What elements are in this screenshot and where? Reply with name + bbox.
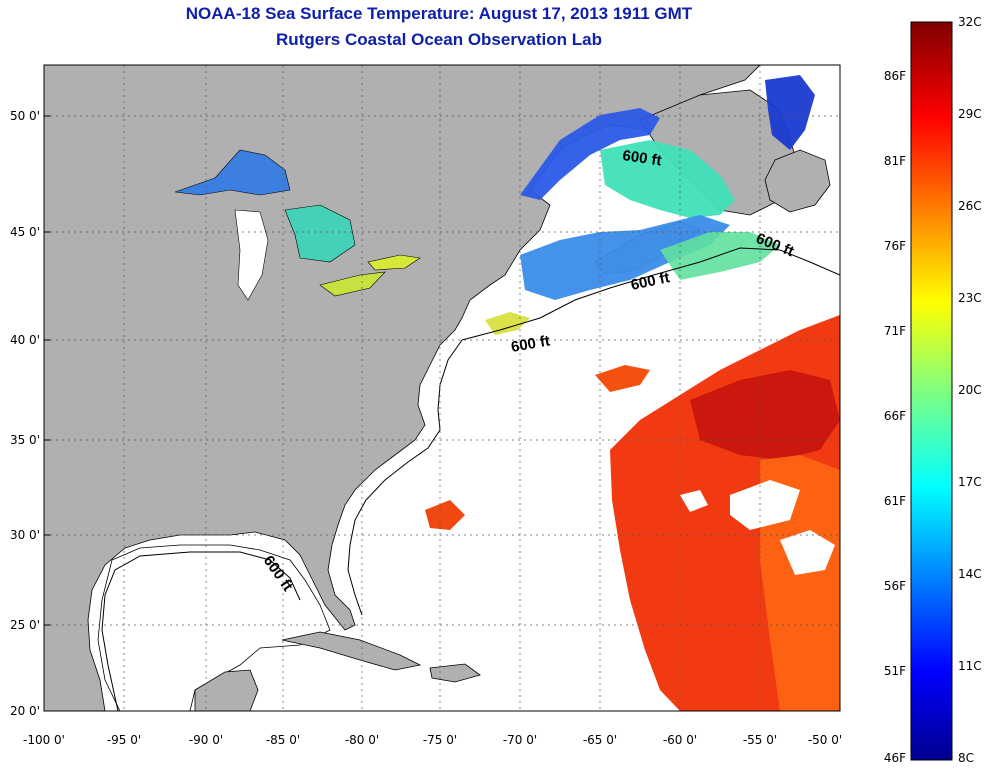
- sst-gulf-of-maine: [520, 215, 730, 300]
- contour-label-600ft: 600 ft: [621, 147, 662, 169]
- sst-st-lawrence: [520, 108, 660, 200]
- colorbar-fahrenheit-label: 61F: [884, 494, 906, 508]
- lake-huron: [284, 204, 356, 263]
- lat-tick-label: 25 0': [10, 618, 40, 632]
- lake-erie: [319, 271, 386, 297]
- lat-tick-label: 50 0': [10, 109, 40, 123]
- colorbar-fahrenheit-label: 71F: [884, 324, 906, 338]
- lon-tick-label: -90 0': [189, 733, 223, 747]
- isobath-600ft-gulf: [101, 551, 301, 711]
- sst-cape-cod-warm: [485, 312, 530, 335]
- land-cuba: [281, 631, 422, 671]
- cloud-gap-3: [680, 490, 708, 512]
- sst-scotian-shelf: [660, 232, 780, 280]
- colorbar-celsius-label: 20C: [958, 383, 982, 397]
- lon-tick-label: -60 0': [663, 733, 697, 747]
- map-subtitle: Rutgers Coastal Ocean Observation Lab: [276, 30, 602, 49]
- lat-tick-label: 40 0': [10, 333, 40, 347]
- colorbar-gradient: [910, 21, 953, 761]
- colorbar-celsius-label: 23C: [958, 291, 982, 305]
- lon-axis: -100 0' -95 0' -90 0' -85 0' -80 0' -75 …: [23, 733, 842, 747]
- sst-gulf-st-lawrence: [600, 140, 735, 218]
- lat-axis: 20 0' 25 0' 30 0' 35 0' 40 0' 45 0' 50 0…: [10, 109, 50, 718]
- lake-michigan: [234, 209, 269, 301]
- lon-tick-label: -55 0': [743, 733, 777, 747]
- lon-tick-label: -75 0': [423, 733, 457, 747]
- colorbar-celsius-label: 8C: [958, 751, 974, 765]
- lat-tick-label: 45 0': [10, 225, 40, 239]
- gulf-of-mexico: [97, 544, 331, 711]
- colorbar-fahrenheit-label: 56F: [884, 579, 906, 593]
- lon-tick-label: -50 0': [808, 733, 842, 747]
- colorbar-celsius-label: 14C: [958, 567, 982, 581]
- cloud-gap-1: [730, 480, 800, 530]
- sst-patch-north: [595, 365, 650, 392]
- graticule: [44, 65, 840, 711]
- lat-tick-label: 30 0': [10, 528, 40, 542]
- sst-labrador-coast: [765, 75, 815, 150]
- colorbar-fahrenheit-label: 86F: [884, 69, 906, 83]
- lon-tick-label: -80 0': [345, 733, 379, 747]
- colorbar-fahrenheit-label: 66F: [884, 409, 906, 423]
- colorbar-fahrenheit-label: 76F: [884, 239, 906, 253]
- colorbar-fahrenheit-label: 46F: [884, 751, 906, 765]
- contour-label-600ft: 600 ft: [510, 332, 552, 356]
- lake-ontario: [367, 254, 421, 271]
- land-newfoundland: [764, 149, 831, 213]
- lat-tick-label: 35 0': [10, 433, 40, 447]
- map-border: [43, 64, 841, 712]
- cloud-gap-2: [780, 530, 835, 575]
- colorbar-celsius-label: 11C: [958, 659, 982, 673]
- colorbar-celsius-label: 17C: [958, 475, 982, 489]
- lon-tick-label: -95 0': [107, 733, 141, 747]
- lat-tick-label: 20 0': [10, 704, 40, 718]
- lake-superior: [174, 149, 291, 196]
- isobath-600ft: [461, 247, 840, 341]
- colorbar-celsius-label: 29C: [958, 107, 982, 121]
- land-hispaniola: [429, 663, 481, 683]
- colorbar-celsius-label: 32C: [958, 15, 982, 29]
- colorbar-fahrenheit-label: 81F: [884, 154, 906, 168]
- sst-warm-core: [690, 370, 840, 460]
- lon-tick-label: -100 0': [23, 733, 65, 747]
- land-yucatan: [194, 669, 259, 711]
- colorbar: 32C 29C 26C 23C 20C 17C 14C 11C 8C 86F 8…: [884, 15, 982, 765]
- lon-tick-label: -70 0': [503, 733, 537, 747]
- lon-tick-label: -65 0': [583, 733, 617, 747]
- colorbar-fahrenheit-label: 51F: [884, 664, 906, 678]
- lon-tick-label: -85 0': [266, 733, 300, 747]
- map-title: NOAA-18 Sea Surface Temperature: August …: [185, 4, 693, 23]
- sst-patch-west: [425, 500, 465, 530]
- colorbar-celsius-label: 26C: [958, 199, 982, 213]
